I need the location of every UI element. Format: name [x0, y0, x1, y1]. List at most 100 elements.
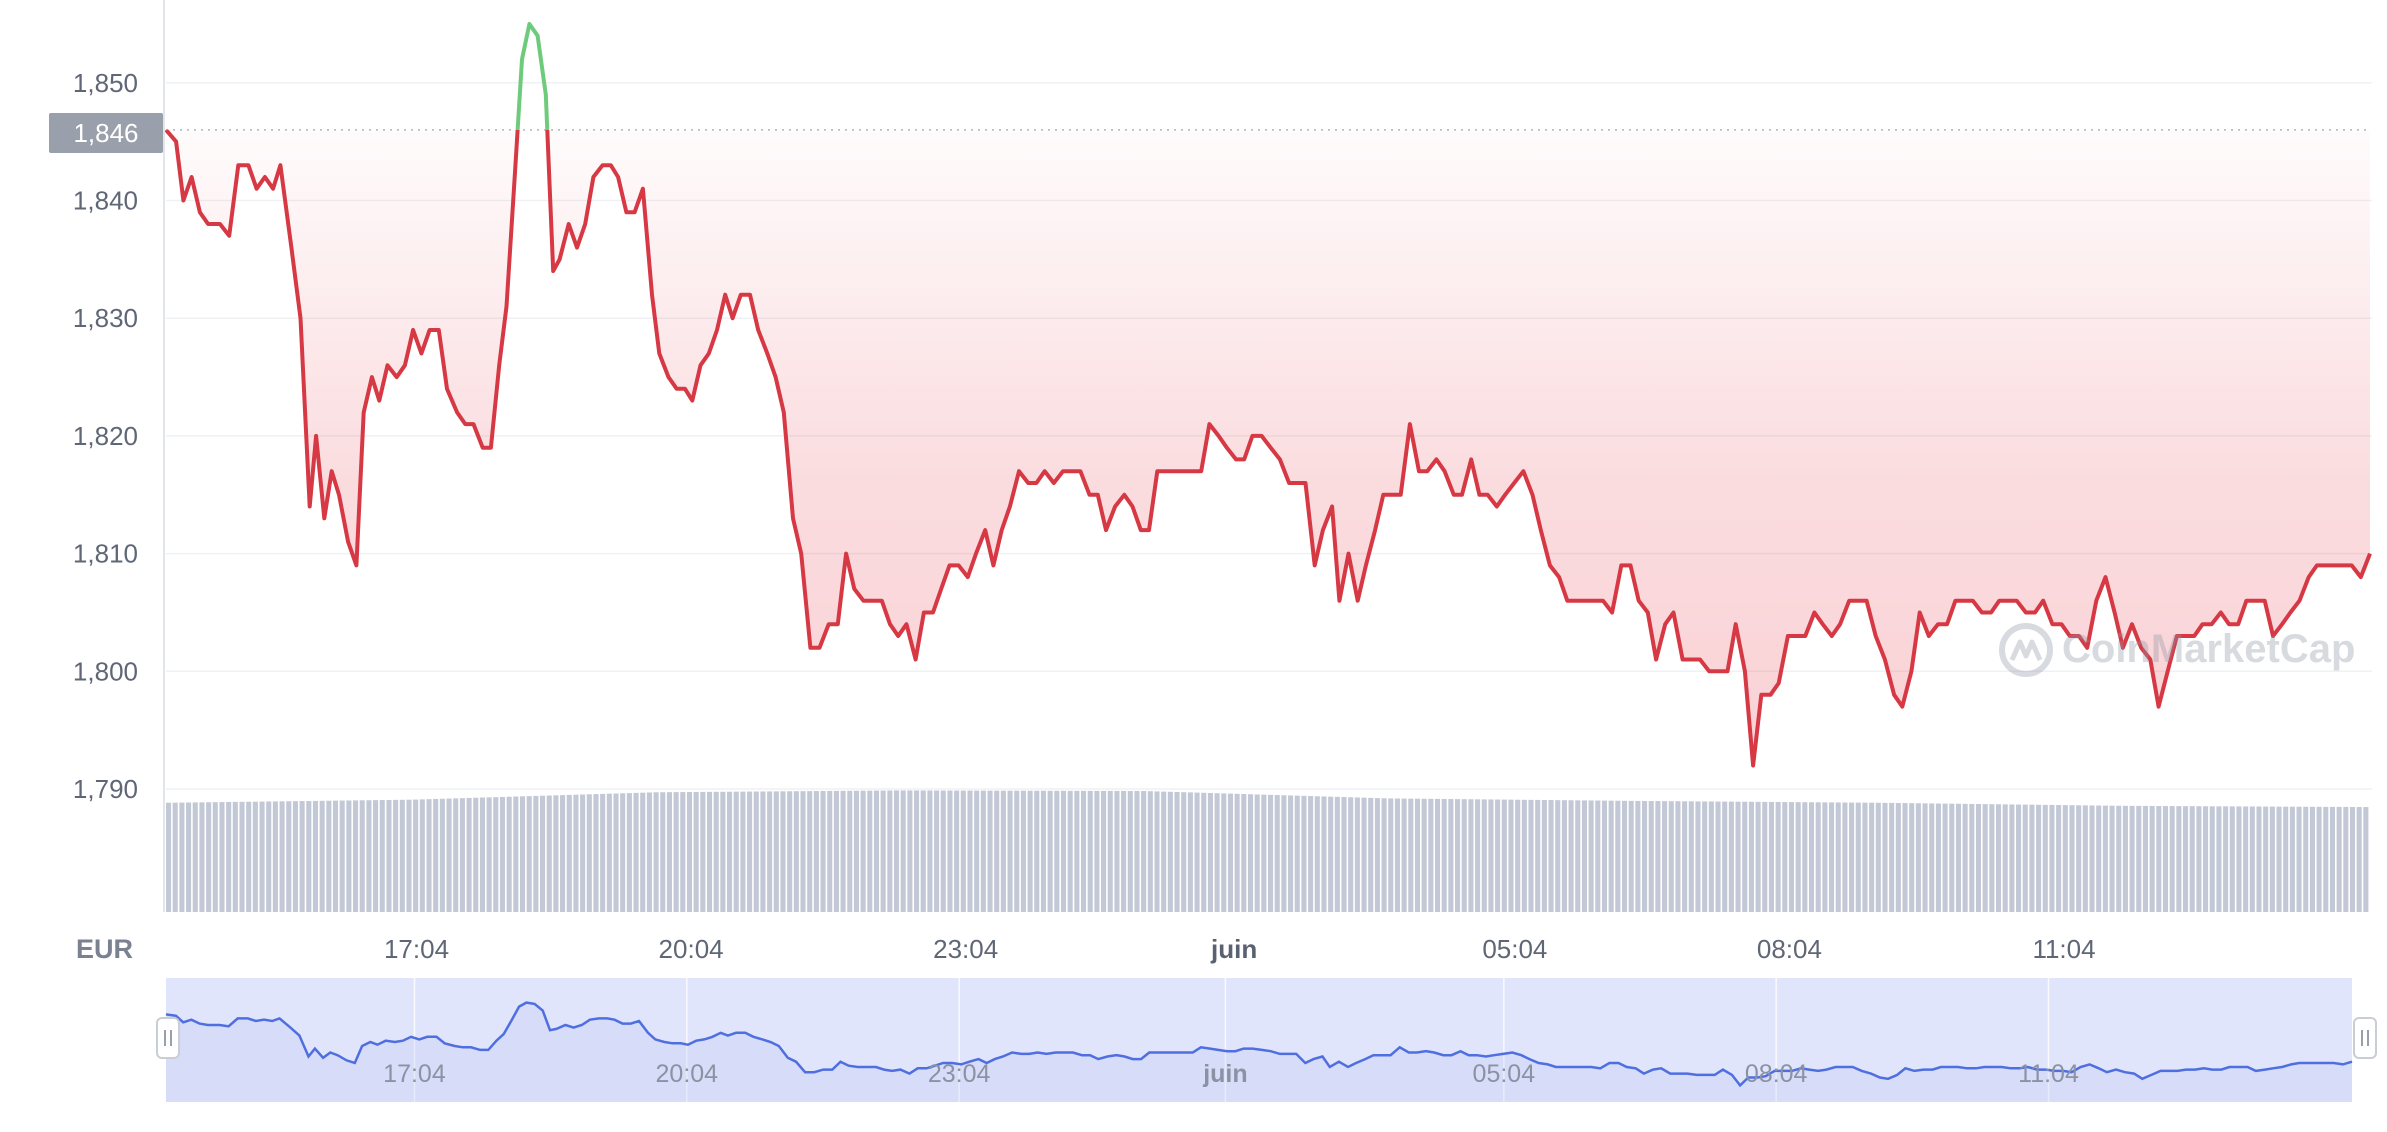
- volume-bar: [1007, 790, 1013, 912]
- volume-bar: [1261, 794, 1267, 912]
- volume-bar: [2069, 805, 2075, 912]
- volume-bar: [1448, 799, 1454, 912]
- volume-bar: [1535, 799, 1541, 912]
- volume-bar: [1214, 793, 1220, 912]
- volume-bar: [600, 793, 606, 912]
- volume-bar: [1408, 798, 1414, 912]
- navigator[interactable]: 17:04 20:04 23:04 juin 05:04 08:04 11:04: [156, 978, 2377, 1102]
- volume-bar: [613, 793, 619, 912]
- volume-bar: [1608, 800, 1614, 912]
- volume-bar: [1281, 795, 1287, 912]
- navigator-right-handle[interactable]: [2353, 1017, 2377, 1059]
- volume-bar: [1060, 790, 1067, 912]
- x-tick-label: 23:04: [933, 934, 998, 964]
- volume-bar: [927, 790, 933, 912]
- volume-bar: [2056, 805, 2062, 912]
- x-tick-label: 20:04: [659, 934, 724, 964]
- navigator-x-axis: 17:04 20:04 23:04 juin 05:04 08:04 11:04: [383, 1060, 2079, 1088]
- volume-bar: [179, 802, 185, 912]
- volume-bar: [1034, 790, 1040, 912]
- volume-bar: [1241, 794, 1247, 912]
- volume-bar: [439, 798, 445, 912]
- volume-bar: [1695, 801, 1701, 912]
- volume-bar: [1101, 790, 1107, 912]
- volume-bar: [2363, 807, 2369, 912]
- volume-bar: [206, 802, 212, 912]
- volume-bar: [1401, 798, 1407, 912]
- volume-bar: [920, 790, 926, 912]
- volume-bar: [2022, 804, 2028, 912]
- volume-bar: [1842, 802, 1848, 912]
- volume-bar: [1849, 802, 1855, 912]
- volume-bar: [1748, 801, 1754, 912]
- volume-bar: [2009, 804, 2015, 912]
- volume-bar: [1768, 801, 1774, 912]
- volume-bar: [1955, 803, 1961, 912]
- volume-bar: [1127, 790, 1133, 912]
- coinmarketcap-logo-icon: [1999, 623, 2053, 677]
- volume-bar: [292, 801, 298, 912]
- volume-bar: [2162, 806, 2169, 912]
- volume-bar: [1922, 803, 1928, 912]
- volume-bar: [954, 790, 960, 912]
- volume-bar: [747, 791, 753, 912]
- volume-bar: [306, 800, 312, 912]
- volume-bar: [1962, 803, 1968, 912]
- volume-bar: [1234, 793, 1240, 912]
- volume-bar: [1882, 802, 1888, 912]
- volume-bar: [980, 790, 986, 912]
- volume-bar: [1141, 791, 1147, 912]
- volume-bar: [2049, 804, 2055, 912]
- volume-bar: [426, 799, 432, 912]
- volume-bar: [2243, 806, 2249, 912]
- volume-bars: [166, 790, 2369, 912]
- volume-bar: [1915, 803, 1921, 912]
- volume-bar: [2343, 806, 2349, 912]
- volume-bar: [1334, 796, 1340, 912]
- volume-bar: [967, 790, 973, 912]
- volume-bar: [2289, 806, 2295, 912]
- volume-bar: [2276, 806, 2282, 912]
- volume-bar: [499, 796, 506, 912]
- volume-bar: [653, 792, 659, 912]
- volume-bar: [873, 790, 880, 912]
- volume-bar: [793, 791, 799, 912]
- x-tick-label: 17:04: [384, 934, 449, 964]
- price-line-above-reference[interactable]: [166, 22, 2370, 766]
- volume-bar: [359, 800, 365, 912]
- volume-bar: [1728, 801, 1734, 912]
- price-line-below-reference[interactable]: [164, 24, 2372, 768]
- volume-bar: [720, 791, 726, 912]
- volume-bar: [399, 799, 405, 912]
- volume-bar: [353, 800, 359, 912]
- volume-bar: [1975, 804, 1982, 912]
- y-axis: 1,790 1,800 1,810 1,820 1,830 1,840 1,850: [73, 68, 138, 804]
- volume-bar: [1167, 791, 1173, 912]
- navigator-left-handle[interactable]: [156, 1017, 180, 1059]
- y-tick-label: 1,830: [73, 303, 138, 333]
- volume-bar: [2182, 806, 2189, 912]
- volume-bar: [219, 802, 225, 912]
- volume-bar: [1875, 802, 1881, 912]
- volume-bar: [1581, 800, 1587, 912]
- volume-bar: [666, 792, 672, 912]
- volume-bar: [1855, 802, 1861, 912]
- volume-bar: [2209, 806, 2215, 912]
- volume-bar: [1515, 799, 1521, 912]
- volume-bar: [312, 800, 319, 912]
- navigator-line: [165, 1001, 2353, 1088]
- volume-bar: [1982, 804, 1988, 912]
- volume-bar: [1655, 801, 1661, 912]
- volume-bar: [332, 800, 339, 912]
- volume-bar: [780, 791, 786, 912]
- volume-bar: [1808, 802, 1815, 912]
- volume-bar: [1207, 793, 1213, 912]
- volume-bar: [1080, 790, 1087, 912]
- volume-bar: [1909, 803, 1915, 912]
- volume-bar: [166, 802, 172, 912]
- volume-bar: [1949, 803, 1955, 912]
- volume-bar: [1755, 801, 1761, 912]
- volume-bar: [473, 797, 479, 912]
- volume-bar: [940, 790, 946, 912]
